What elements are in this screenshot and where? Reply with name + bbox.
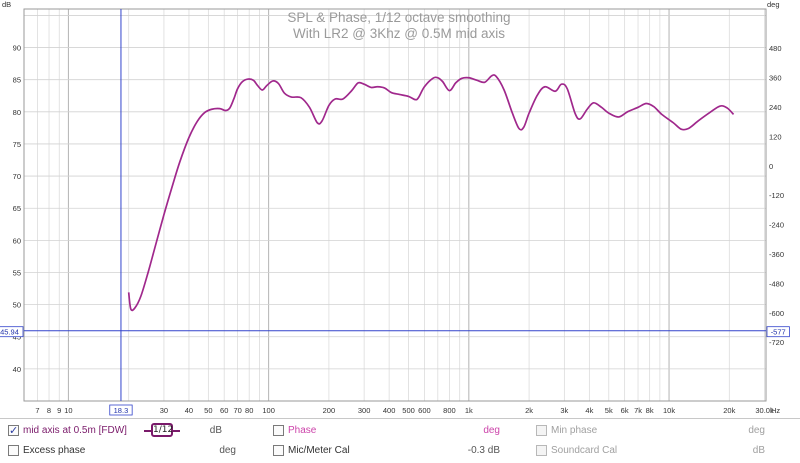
chart-background xyxy=(0,0,800,418)
cursor-x-readout: 18.3 xyxy=(114,406,129,415)
x-tick-label: 500 xyxy=(402,406,415,415)
axis-ticks: 4045505560657075808590-720-600-480-360-2… xyxy=(13,44,784,415)
chart-canvas[interactable]: 4045505560657075808590-720-600-480-360-2… xyxy=(0,0,800,418)
min-phase-toggle[interactable]: Min phase xyxy=(536,422,597,440)
y-tick-label: 80 xyxy=(13,108,21,117)
y-tick-label: 90 xyxy=(13,44,21,53)
x-tick-label: 9 xyxy=(57,406,61,415)
mic-cal-checkbox[interactable] xyxy=(273,445,284,456)
cursor-y2-readout-box xyxy=(766,326,790,338)
y2-tick-label: -480 xyxy=(769,279,784,288)
cursor[interactable]: 45.94 -577 18.3 xyxy=(0,9,790,416)
y-tick-label: 55 xyxy=(13,268,21,277)
phase-checkbox[interactable] xyxy=(273,425,284,436)
grid xyxy=(23,8,767,402)
chart-subtitle: With LR2 @ 3Khz @ 0.5M mid axis xyxy=(293,26,505,41)
y-tick-label: 60 xyxy=(13,236,21,245)
y-tick-label: 40 xyxy=(13,365,21,374)
x-tick-label: 800 xyxy=(443,406,456,415)
x-tick-label: 1k xyxy=(465,406,473,415)
x-tick-label: 10k xyxy=(663,406,675,415)
y2-tick-label: -120 xyxy=(769,191,784,200)
x-tick-label: 2k xyxy=(525,406,533,415)
y2-tick-label: 0 xyxy=(769,162,773,171)
cursor-y-readout: 45.94 xyxy=(0,328,19,337)
x-tick-label: 8 xyxy=(47,406,51,415)
spl-chart[interactable]: 40 45 50 55 60 65 70 75 80 85 90 -720 -600 -480 -360 -2… xyxy=(0,0,800,418)
x-tick-label: 100 xyxy=(262,406,275,415)
plot-frame xyxy=(23,8,767,402)
min-phase-unit: deg xyxy=(748,425,765,436)
x-tick-label: 600 xyxy=(418,406,431,415)
x-tick-label: 30 xyxy=(160,406,168,415)
smoothing-button[interactable]: 1/12 xyxy=(151,423,174,437)
y-tick-label: 75 xyxy=(13,140,21,149)
y-tick-label: 85 xyxy=(13,76,21,85)
trace-controls-panel: mid axis at 0.5m [FDW] 1/12 dB Phase deg… xyxy=(0,418,800,463)
x-tick-label: 30.0k xyxy=(755,406,774,415)
main-trace-checkbox[interactable] xyxy=(8,422,19,440)
soundcard-cal-label: Soundcard Cal xyxy=(551,445,618,456)
excess-phase-label: Excess phase xyxy=(23,445,86,456)
excess-phase-unit: deg xyxy=(219,445,236,456)
y-tick-label: 45 xyxy=(13,333,21,342)
x-tick-label: 400 xyxy=(383,406,396,415)
soundcard-cal-toggle[interactable]: Soundcard Cal xyxy=(536,442,617,460)
x-tick-label: 40 xyxy=(185,406,193,415)
left-unit-label: dB xyxy=(2,0,11,9)
mic-cal-label: Mic/Meter Cal xyxy=(288,445,350,456)
x-tick-label: 70 xyxy=(233,406,241,415)
right-unit-label: deg xyxy=(767,0,780,9)
chart-title: SPL & Phase, 1/12 octave smoothing xyxy=(287,10,510,25)
x-tick-label: 3k xyxy=(560,406,568,415)
x-tick-label: 80 xyxy=(245,406,253,415)
x-tick-label: 8k xyxy=(646,406,654,415)
x-tick-label: 7 xyxy=(35,406,39,415)
cursor-x-readout-box xyxy=(109,404,133,416)
x-tick-label: 300 xyxy=(358,406,371,415)
x-tick-label: 4k xyxy=(585,406,593,415)
y2-tick-label: -360 xyxy=(769,250,784,259)
x-tick-label: 10 xyxy=(64,406,72,415)
main-trace-toggle[interactable]: mid axis at 0.5m [FDW] xyxy=(8,422,127,440)
controls-row-2: Excess phase deg Mic/Meter Cal -0.3 dB S… xyxy=(0,442,800,460)
y2-tick-label: -720 xyxy=(769,338,784,347)
x-tick-label: 60 xyxy=(220,406,228,415)
y2-tick-label: 120 xyxy=(769,132,782,141)
y2-tick-label: -600 xyxy=(769,309,784,318)
phase-unit: deg xyxy=(483,425,500,436)
x-tick-label: 20k xyxy=(723,406,735,415)
controls-row-1: mid axis at 0.5m [FDW] 1/12 dB Phase deg… xyxy=(0,422,800,440)
y-tick-label: 50 xyxy=(13,301,21,310)
x-tick-label: 200 xyxy=(323,406,336,415)
y-tick-label: 65 xyxy=(13,204,21,213)
soundcard-cal-checkbox[interactable] xyxy=(536,445,547,456)
cursor-y2-readout: -577 xyxy=(771,328,786,337)
y2-tick-label: -240 xyxy=(769,221,784,230)
mic-cal-value: -0.3 dB xyxy=(467,445,500,456)
soundcard-cal-unit: dB xyxy=(752,445,765,456)
x-tick-label: 6k xyxy=(621,406,629,415)
min-phase-checkbox[interactable] xyxy=(536,425,547,436)
y2-tick-label: 480 xyxy=(769,44,782,53)
excess-phase-checkbox[interactable] xyxy=(8,445,19,456)
series-layer xyxy=(127,74,735,312)
min-phase-label: Min phase xyxy=(551,425,598,436)
cursor-y-readout-box xyxy=(0,326,24,338)
y2-tick-label: 360 xyxy=(769,74,782,83)
y2-tick-label: 240 xyxy=(769,103,782,112)
x-tick-label: 50 xyxy=(204,406,212,415)
excess-phase-toggle[interactable]: Excess phase xyxy=(8,442,85,460)
main-trace-label: mid axis at 0.5m [FDW] xyxy=(23,425,127,436)
y-tick-label: 70 xyxy=(13,172,21,181)
main-trace-unit: dB xyxy=(209,425,222,436)
phase-label: Phase xyxy=(288,425,317,436)
phase-toggle[interactable]: Phase xyxy=(273,422,316,440)
x-tick-label: 5k xyxy=(605,406,613,415)
x-tick-label: 7k xyxy=(634,406,642,415)
x-unit-label: Hz xyxy=(771,406,780,415)
mic-cal-toggle[interactable]: Mic/Meter Cal xyxy=(273,442,350,460)
series-line-mid-axis xyxy=(127,74,735,312)
